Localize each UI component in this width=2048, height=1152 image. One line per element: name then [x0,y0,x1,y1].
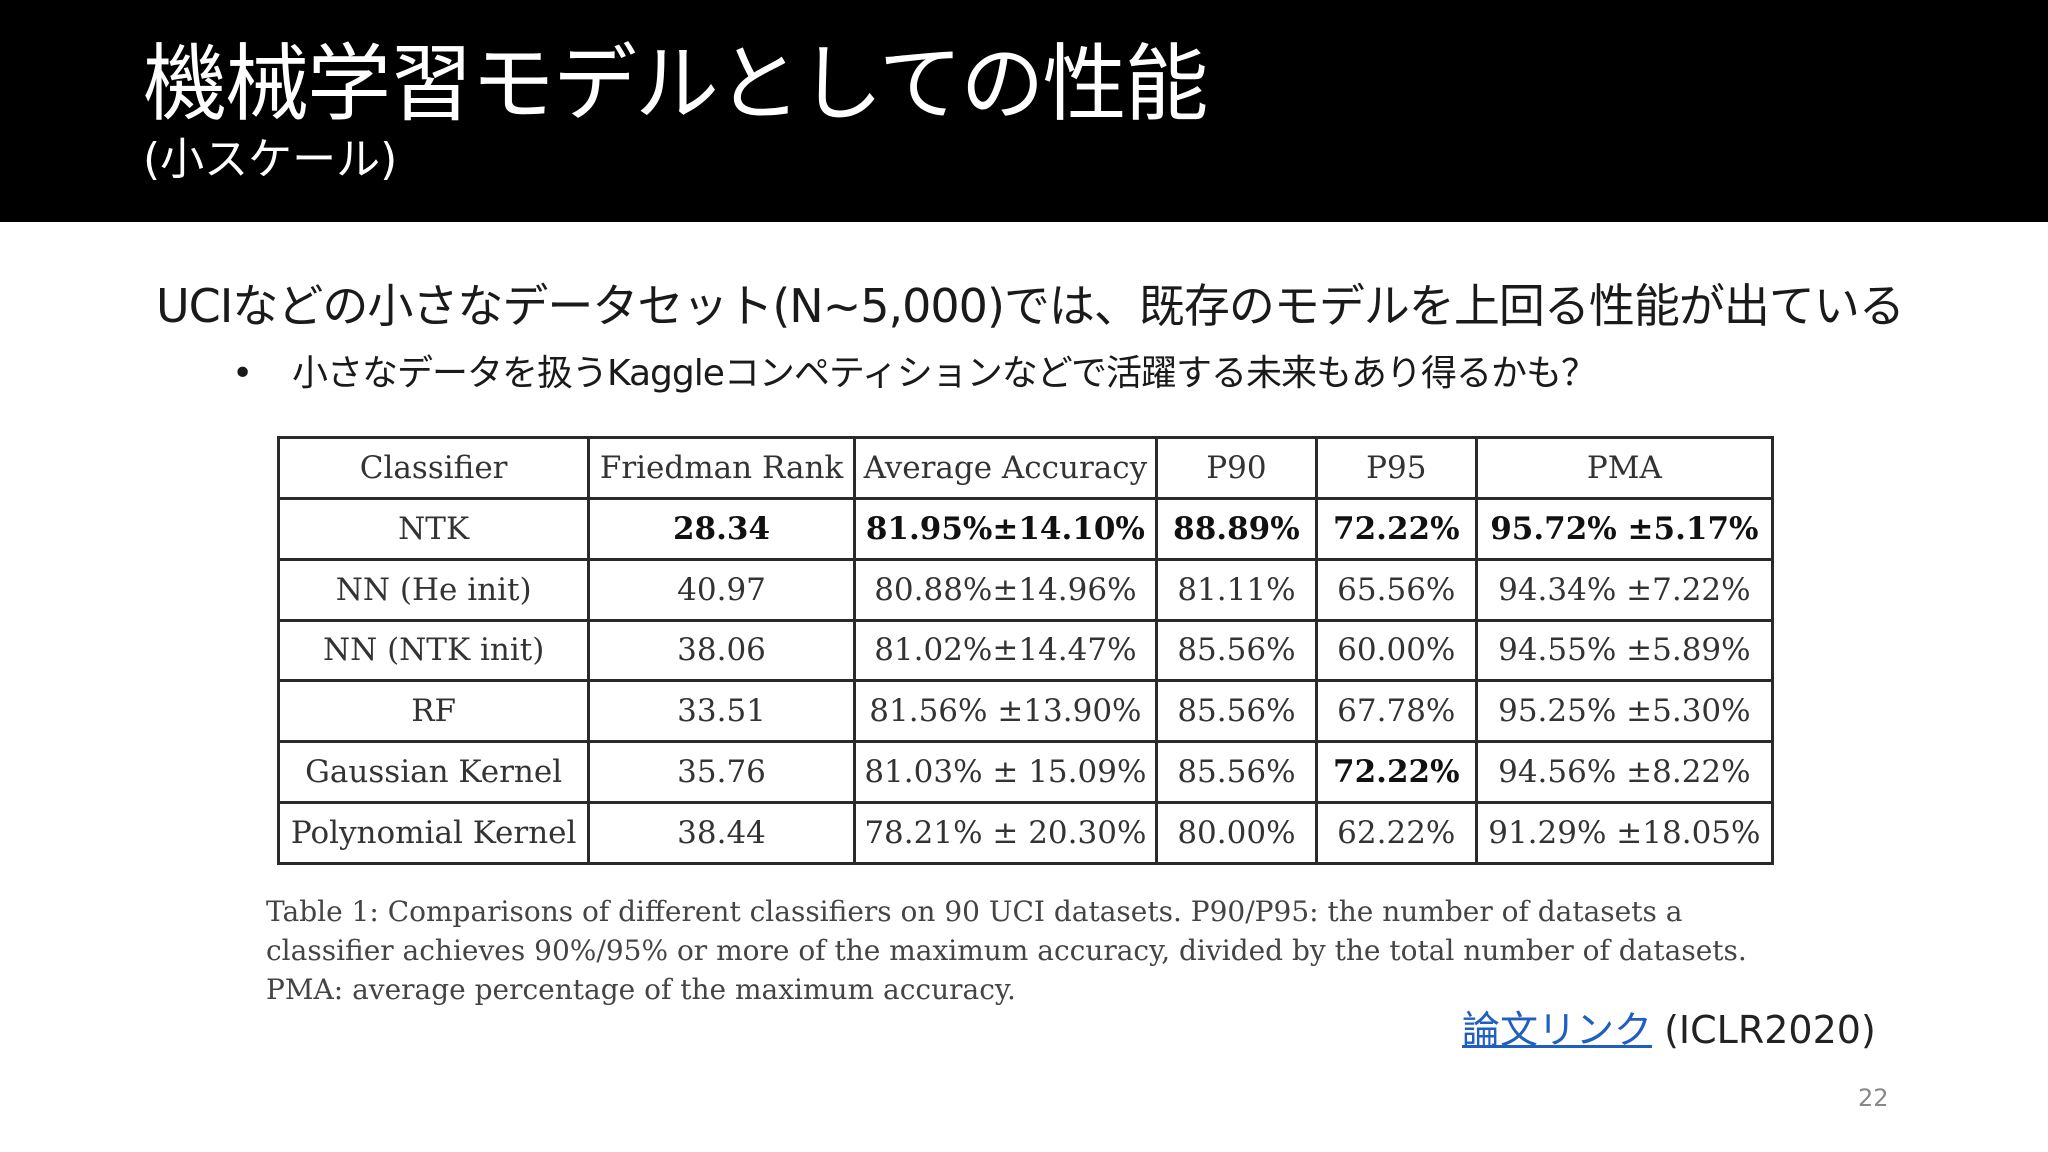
header-pma: PMA [1474,436,1775,500]
table-caption: Table 1: Comparisons of different classi… [266,895,1747,1006]
table-cell: 85.56% [1155,618,1318,683]
table-cell: 85.56% [1155,740,1318,805]
table-row: Polynomial Kernel 38.44 78.21% ± 20.30% … [276,801,1775,865]
table-cell: 81.11% [1155,557,1318,622]
table-cell: 40.97 [587,557,856,622]
table-cell: 72.22% [1314,496,1478,561]
table-cell: 62.22% [1314,801,1478,865]
header-average-accuracy: Average Accuracy [852,436,1159,500]
header-p90: P90 [1155,436,1318,500]
header-friedman-rank: Friedman Rank [587,436,856,500]
table-cell: 91.29% ±18.05% [1474,801,1775,865]
table-cell: 95.25% ±5.30% [1474,679,1775,744]
table-row: RF 33.51 81.56% ±13.90% 85.56% 67.78% 95… [276,679,1775,744]
table-cell: Polynomial Kernel [276,801,591,865]
table-cell: 78.21% ± 20.30% [852,801,1159,865]
table-cell: 81.56% ±13.90% [852,679,1159,744]
paper-reference: 論文リンク (ICLR2020) [1462,1005,1876,1055]
table-cell: Gaussian Kernel [276,740,591,805]
table-cell: 81.03% ± 15.09% [852,740,1159,805]
header-p95: P95 [1314,436,1478,500]
table-cell: 85.56% [1155,679,1318,744]
header-classifier: Classifier [276,436,591,500]
table-cell: RF [276,679,591,744]
table-cell: 80.88%±14.96% [852,557,1159,622]
slide-subtitle: (小スケール) [143,134,398,185]
table-cell: 88.89% [1155,496,1318,561]
results-table: Classifier Friedman Rank Average Accurac… [276,436,1775,865]
table-row: NTK 28.34 81.95%±14.10% 88.89% 72.22% 95… [276,496,1775,561]
table-cell: NN (He init) [276,557,591,622]
table-cell: 72.22% [1314,740,1478,805]
table-cell: 94.55% ±5.89% [1474,618,1775,683]
table-cell: 94.56% ±8.22% [1474,740,1775,805]
table-header-row: Classifier Friedman Rank Average Accurac… [276,436,1775,500]
table-cell: NTK [276,496,591,561]
table-cell: 38.44 [587,801,856,865]
title-bar: 機械学習モデルとしての性能 (小スケール) [0,0,2048,222]
table-cell: 38.06 [587,618,856,683]
table-cell: 81.02%±14.47% [852,618,1159,683]
table-cell: 95.72% ±5.17% [1474,496,1775,561]
table-cell: 28.34 [587,496,856,561]
table-cell: 80.00% [1155,801,1318,865]
bullet-item: • 小さなデータを扱うKaggleコンペティションなどで活躍する未来もあり得るかも… [232,350,1597,398]
slide-title: 機械学習モデルとしての性能 [143,35,1208,133]
paper-venue: (ICLR2020) [1664,1008,1876,1052]
table-row: NN (He init) 40.97 80.88%±14.96% 81.11% … [276,557,1775,622]
table-row: NN (NTK init) 38.06 81.02%±14.47% 85.56%… [276,618,1775,683]
table-cell: 60.00% [1314,618,1478,683]
table-cell: 33.51 [587,679,856,744]
table-cell: NN (NTK init) [276,618,591,683]
table-cell: 94.34% ±7.22% [1474,557,1775,622]
paper-link[interactable]: 論文リンク [1462,1008,1653,1052]
table-cell: 65.56% [1314,557,1478,622]
table-cell: 35.76 [587,740,856,805]
table-row: Gaussian Kernel 35.76 81.03% ± 15.09% 85… [276,740,1775,805]
bullet-text: 小さなデータを扱うKaggleコンペティションなどで活躍する未来もあり得るかも？ [292,353,1597,394]
main-statement: UCIなどの小さなデータセット(N~5,000)では、既存のモデルを上回る性能が… [156,279,1905,333]
page-number: 22 [1858,1084,1889,1112]
table-cell: 81.95%±14.10% [852,496,1159,561]
table-cell: 67.78% [1314,679,1478,744]
bullet-marker: • [232,353,253,394]
